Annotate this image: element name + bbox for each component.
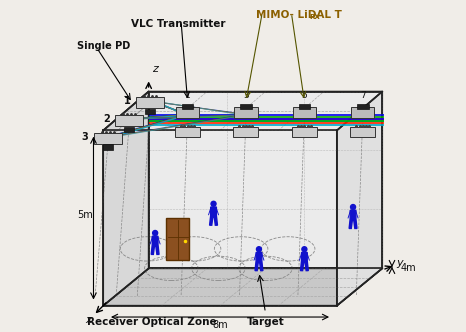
Polygon shape bbox=[349, 210, 357, 228]
Text: 5: 5 bbox=[302, 91, 307, 100]
Polygon shape bbox=[337, 92, 382, 306]
Text: x: x bbox=[85, 315, 92, 325]
Polygon shape bbox=[149, 92, 382, 268]
Polygon shape bbox=[151, 236, 159, 254]
Circle shape bbox=[256, 247, 261, 252]
FancyBboxPatch shape bbox=[176, 107, 199, 118]
FancyBboxPatch shape bbox=[293, 107, 316, 118]
Text: 7: 7 bbox=[360, 91, 366, 100]
FancyBboxPatch shape bbox=[182, 104, 193, 109]
Circle shape bbox=[302, 247, 307, 252]
FancyBboxPatch shape bbox=[136, 97, 164, 109]
FancyBboxPatch shape bbox=[292, 127, 317, 137]
Polygon shape bbox=[103, 92, 382, 130]
Polygon shape bbox=[103, 268, 382, 306]
Text: y: y bbox=[397, 259, 404, 269]
Text: 1: 1 bbox=[124, 96, 131, 106]
FancyBboxPatch shape bbox=[234, 107, 258, 118]
Text: RX: RX bbox=[309, 14, 320, 20]
Text: 2: 2 bbox=[103, 114, 110, 124]
Circle shape bbox=[153, 230, 158, 235]
Text: 3: 3 bbox=[243, 91, 249, 100]
Text: 3: 3 bbox=[82, 132, 89, 142]
Polygon shape bbox=[255, 252, 263, 271]
FancyBboxPatch shape bbox=[115, 115, 143, 126]
Polygon shape bbox=[210, 207, 218, 225]
FancyBboxPatch shape bbox=[145, 109, 156, 114]
Text: 5m: 5m bbox=[77, 210, 93, 220]
Text: VLC Transmitter: VLC Transmitter bbox=[130, 19, 225, 29]
Text: Target: Target bbox=[247, 317, 284, 327]
FancyBboxPatch shape bbox=[233, 127, 259, 137]
FancyBboxPatch shape bbox=[166, 218, 189, 260]
Text: 4m: 4m bbox=[400, 263, 416, 273]
FancyBboxPatch shape bbox=[103, 144, 113, 150]
Circle shape bbox=[211, 201, 216, 206]
Polygon shape bbox=[103, 92, 149, 306]
FancyBboxPatch shape bbox=[357, 104, 369, 109]
FancyBboxPatch shape bbox=[299, 104, 310, 109]
Text: Single PD: Single PD bbox=[77, 41, 130, 51]
Polygon shape bbox=[301, 252, 308, 271]
FancyBboxPatch shape bbox=[94, 133, 122, 144]
Circle shape bbox=[350, 205, 356, 209]
Text: Receiver Optical Zone: Receiver Optical Zone bbox=[87, 317, 217, 327]
Text: z: z bbox=[152, 64, 158, 74]
Text: 8m: 8m bbox=[212, 320, 228, 330]
FancyBboxPatch shape bbox=[124, 126, 134, 132]
Text: MIMO- LiDAL T: MIMO- LiDAL T bbox=[256, 10, 342, 21]
FancyBboxPatch shape bbox=[350, 127, 375, 137]
FancyBboxPatch shape bbox=[351, 107, 375, 118]
FancyBboxPatch shape bbox=[175, 127, 200, 137]
Text: 1: 1 bbox=[185, 91, 191, 100]
FancyBboxPatch shape bbox=[240, 104, 252, 109]
